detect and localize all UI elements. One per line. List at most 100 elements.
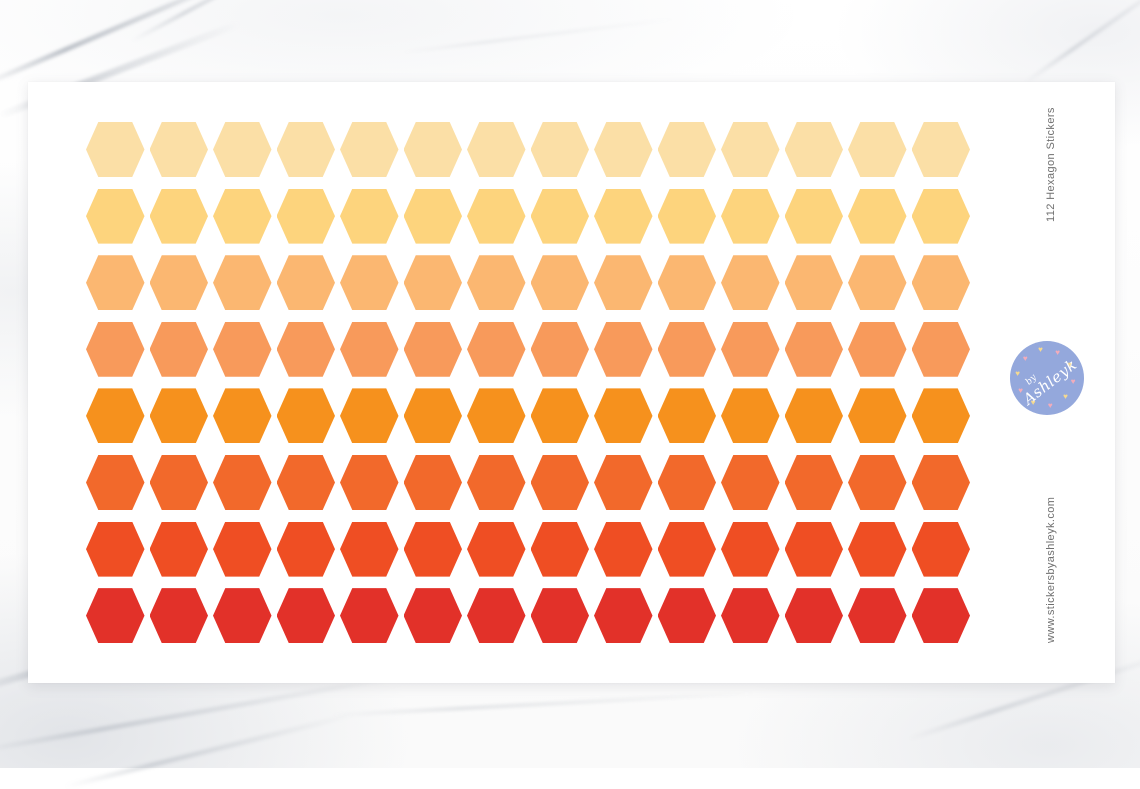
hexagon-sticker	[276, 588, 335, 644]
hexagon-sticker	[276, 122, 335, 177]
hexagon-sticker	[530, 521, 589, 577]
hexagon-sticker	[149, 122, 208, 177]
hexagon-sticker	[86, 122, 145, 177]
hexagon-sticker	[721, 321, 780, 377]
hexagon-sticker	[530, 321, 589, 377]
hexagon-sticker	[467, 521, 526, 577]
hexagon-sticker	[911, 454, 970, 510]
hexagon-sticker	[594, 255, 653, 311]
hexagon-sticker	[530, 255, 589, 311]
hexagon-sticker	[213, 188, 272, 244]
hexagon-row	[86, 321, 970, 377]
hexagon-sticker	[721, 122, 780, 177]
hexagon-sticker	[848, 122, 907, 177]
hexagon-sticker	[467, 388, 526, 444]
hexagon-sticker	[149, 255, 208, 311]
hexagon-sticker	[213, 588, 272, 644]
hexagon-sticker	[213, 454, 272, 510]
hexagon-sticker	[467, 255, 526, 311]
hexagon-sticker	[403, 188, 462, 244]
hexagon-sticker	[848, 521, 907, 577]
hexagon-sticker	[784, 454, 843, 510]
hexagon-sticker	[530, 454, 589, 510]
marble-vein	[130, 0, 310, 43]
hexagon-sticker	[86, 388, 145, 444]
hexagon-sticker	[911, 588, 970, 644]
hexagon-row	[86, 588, 970, 644]
hexagon-sticker	[657, 321, 716, 377]
hexagon-sticker	[594, 388, 653, 444]
hexagon-sticker	[340, 521, 399, 577]
hexagon-sticker	[213, 521, 272, 577]
hexagon-sticker	[721, 255, 780, 311]
hexagon-sticker	[911, 122, 970, 177]
hexagon-sticker	[911, 388, 970, 444]
marble-vein	[330, 690, 760, 718]
hexagon-sticker	[467, 122, 526, 177]
hexagon-sticker	[340, 388, 399, 444]
heart-icon: ♥	[1067, 359, 1073, 369]
hexagon-sticker	[149, 588, 208, 644]
hexagon-sticker	[340, 255, 399, 311]
hexagon-sticker	[276, 521, 335, 577]
heart-icon: ♥	[1018, 386, 1024, 396]
hexagon-sticker	[721, 454, 780, 510]
hexagon-sticker	[467, 188, 526, 244]
hexagon-sticker	[276, 321, 335, 377]
hexagon-sticker	[340, 588, 399, 644]
hexagon-row	[86, 122, 970, 177]
hexagon-sticker	[213, 122, 272, 177]
heart-icon: ♥	[1015, 369, 1021, 379]
hexagon-sticker	[848, 255, 907, 311]
hexagon-row	[86, 388, 970, 444]
hexagon-sticker	[657, 454, 716, 510]
hexagon-sticker	[657, 255, 716, 311]
hexagon-sticker	[276, 388, 335, 444]
hexagon-grid	[86, 122, 970, 644]
brand-logo-badge: ♥ ♥ ♥ ♥ ♥ ♥ ♥ ♥ ♥ ♥ by Ashleyk	[1010, 341, 1084, 415]
hexagon-sticker	[86, 588, 145, 644]
sticker-sheet: 112 Hexagon Stickers ♥ ♥ ♥ ♥ ♥ ♥ ♥ ♥ ♥ ♥ by Ashle…	[28, 82, 1115, 683]
hexagon-sticker	[340, 188, 399, 244]
hexagon-sticker	[721, 388, 780, 444]
hexagon-row	[86, 188, 970, 244]
hexagon-sticker	[594, 454, 653, 510]
hexagon-sticker	[911, 188, 970, 244]
hexagon-sticker	[848, 321, 907, 377]
hexagon-sticker	[848, 188, 907, 244]
hexagon-sticker	[911, 255, 970, 311]
hexagon-sticker	[86, 454, 145, 510]
hexagon-sticker	[784, 122, 843, 177]
hexagon-sticker	[657, 188, 716, 244]
hexagon-sticker	[340, 454, 399, 510]
hexagon-sticker	[467, 454, 526, 510]
hexagon-sticker	[403, 388, 462, 444]
hexagon-sticker	[86, 521, 145, 577]
marble-vein	[63, 711, 357, 789]
heart-icon: ♥	[1030, 398, 1036, 408]
hexagon-sticker	[403, 321, 462, 377]
hexagon-sticker	[86, 255, 145, 311]
product-title: 112 Hexagon Stickers	[1045, 107, 1057, 222]
hexagon-sticker	[86, 321, 145, 377]
hexagon-sticker	[149, 321, 208, 377]
hexagon-sticker	[213, 321, 272, 377]
hexagon-sticker	[467, 588, 526, 644]
hexagon-sticker	[784, 255, 843, 311]
hexagon-sticker	[149, 188, 208, 244]
hexagon-sticker	[149, 521, 208, 577]
hexagon-sticker	[848, 454, 907, 510]
hexagon-sticker	[276, 255, 335, 311]
hexagon-sticker	[848, 588, 907, 644]
hexagon-sticker	[657, 388, 716, 444]
marble-vein	[1024, 0, 1140, 85]
hexagon-sticker	[213, 388, 272, 444]
heart-icon: ♥	[1022, 353, 1028, 363]
hexagon-sticker	[911, 521, 970, 577]
hexagon-sticker	[340, 122, 399, 177]
hexagon-sticker	[530, 188, 589, 244]
hexagon-sticker	[784, 521, 843, 577]
hexagon-sticker	[530, 122, 589, 177]
hexagon-sticker	[403, 521, 462, 577]
hexagon-row	[86, 454, 970, 510]
